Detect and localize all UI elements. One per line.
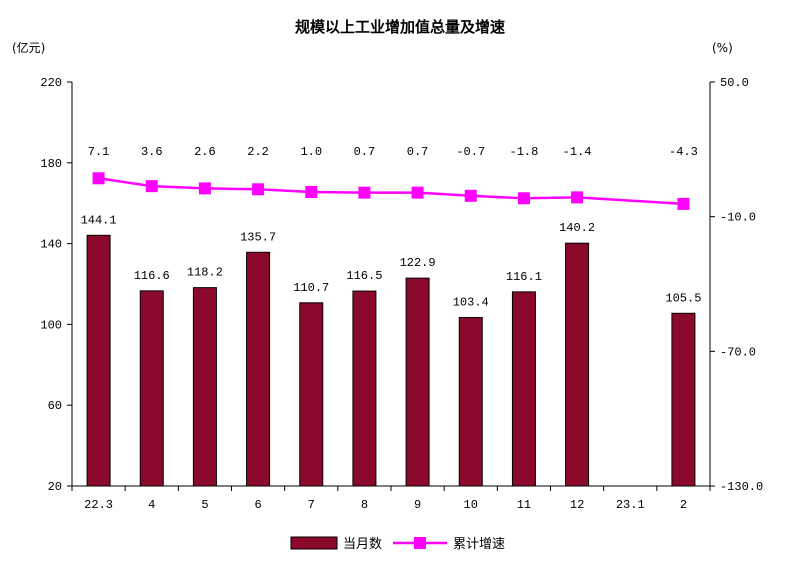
left-tick-label: 140 xyxy=(40,238,62,252)
x-tick-label: 9 xyxy=(414,498,421,512)
left-tick-label: 20 xyxy=(48,480,62,494)
line-point xyxy=(358,186,371,199)
x-tick-label: 7 xyxy=(308,498,315,512)
line-累计增速 xyxy=(98,177,684,206)
x-tick-label: 5 xyxy=(201,498,208,512)
legend-line-marker xyxy=(414,537,426,549)
bar-当月数 xyxy=(246,251,271,487)
bar-当月数 xyxy=(192,287,217,487)
line-point xyxy=(677,197,690,210)
line-value-label: 2.6 xyxy=(194,145,216,159)
bar-当月数 xyxy=(405,277,430,487)
bar-当月数 xyxy=(671,312,696,487)
legend-line-label: 累计增速 xyxy=(453,537,505,552)
chart-title: 规模以上工业增加值总量及增速 xyxy=(295,18,505,36)
left-tick-label: 60 xyxy=(48,399,62,413)
line-point xyxy=(571,191,584,204)
right-tick-label: -70.0 xyxy=(720,345,756,359)
line-value-label: -1.4 xyxy=(563,145,592,159)
bar-当月数 xyxy=(139,290,164,487)
line-point xyxy=(411,186,424,199)
x-tick-label: 12 xyxy=(570,498,584,512)
line-value-label: -0.7 xyxy=(456,145,485,159)
legend: 当月数 累计增速 xyxy=(290,536,505,552)
left-tick-label: 100 xyxy=(40,318,62,332)
right-tick-label: 50.0 xyxy=(720,76,749,90)
legend-bar-swatch xyxy=(290,536,338,550)
x-tick-label: 2 xyxy=(680,498,687,512)
right-tick-label: -130.0 xyxy=(720,480,763,494)
line-point xyxy=(92,172,105,185)
x-tick-label: 4 xyxy=(148,498,155,512)
x-tick-label: 23.1 xyxy=(616,498,645,512)
line-value-label: 0.7 xyxy=(354,145,376,159)
bar-value-label: 140.2 xyxy=(559,221,595,235)
left-tick-label: 180 xyxy=(40,157,62,171)
line-value-label: 3.6 xyxy=(141,145,163,159)
bar-当月数 xyxy=(86,234,111,487)
legend-bar-label: 当月数 xyxy=(343,537,382,552)
x-tick-label: 8 xyxy=(361,498,368,512)
line-point xyxy=(145,180,158,193)
line-value-label: 2.2 xyxy=(247,145,269,159)
line-point xyxy=(198,182,211,195)
bar-value-label: 144.1 xyxy=(81,213,117,227)
x-tick-label: 22.3 xyxy=(84,498,113,512)
x-tick-label: 6 xyxy=(254,498,261,512)
bar-当月数 xyxy=(511,291,536,487)
bar-当月数 xyxy=(352,290,377,487)
bar-value-label: 135.7 xyxy=(240,230,276,244)
line-value-label: 1.0 xyxy=(300,145,322,159)
left-axis-unit: (亿元) xyxy=(12,40,45,55)
left-tick-label: 220 xyxy=(40,76,62,90)
bar-当月数 xyxy=(299,302,324,487)
x-tick-label: 10 xyxy=(464,498,478,512)
line-point xyxy=(305,185,318,198)
line-point xyxy=(517,192,530,205)
right-axis-unit: (%) xyxy=(712,41,733,55)
bar-value-label: 105.5 xyxy=(665,291,701,305)
bar-value-label: 122.9 xyxy=(400,256,436,270)
line-point xyxy=(252,183,265,196)
line-point xyxy=(464,189,477,202)
bar-value-label: 116.5 xyxy=(346,269,382,283)
line-value-label: -1.8 xyxy=(510,145,539,159)
right-tick-label: -10.0 xyxy=(720,211,756,225)
plot-area: 220 180 140 100 60 20 50.0 -10.0 -70.0 -130.0 22.3… xyxy=(40,76,763,512)
bar-value-label: 110.7 xyxy=(293,281,329,295)
bar-当月数 xyxy=(565,242,590,487)
bar-value-label: 116.1 xyxy=(506,270,542,284)
bar-value-label: 118.2 xyxy=(187,266,223,280)
bar-当月数 xyxy=(458,317,483,487)
bar-value-label: 103.4 xyxy=(453,296,489,310)
line-value-label: 7.1 xyxy=(88,145,110,159)
x-tick-label: 11 xyxy=(517,498,531,512)
line-value-label: -4.3 xyxy=(669,145,698,159)
line-value-label: 0.7 xyxy=(407,145,429,159)
bar-value-label: 116.6 xyxy=(134,269,170,283)
